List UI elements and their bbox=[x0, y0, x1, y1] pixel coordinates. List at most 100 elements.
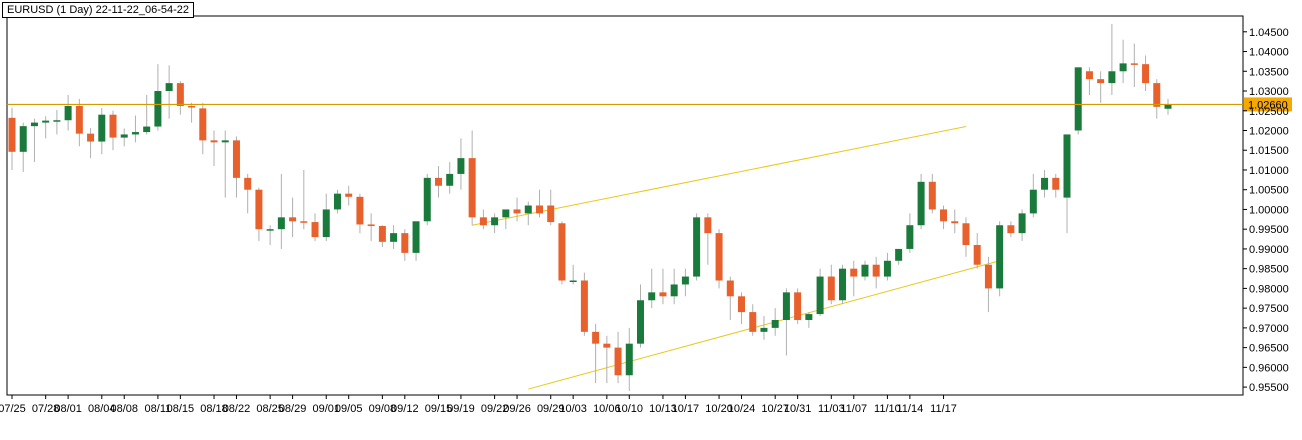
x-tick-label: 10/27 bbox=[761, 403, 789, 415]
candle-body bbox=[569, 280, 577, 283]
y-tick-label: 0.96500 bbox=[1249, 343, 1289, 355]
candle-body bbox=[434, 177, 442, 186]
x-tick-label: 10/31 bbox=[784, 403, 812, 415]
x-tick-label: 10/13 bbox=[649, 403, 677, 415]
candle-body bbox=[188, 106, 196, 108]
candle-body bbox=[984, 264, 992, 289]
plot-frame bbox=[6, 15, 1244, 396]
y-tick-label: 1.03500 bbox=[1249, 66, 1289, 78]
candle-body bbox=[356, 196, 364, 225]
x-tick-label: 11/07 bbox=[840, 403, 867, 415]
candle-body bbox=[1164, 104, 1172, 109]
candles bbox=[8, 23, 1172, 392]
y-tick-label: 1.04500 bbox=[1249, 27, 1289, 39]
candle-body bbox=[940, 209, 948, 222]
candle-body bbox=[1063, 134, 1071, 198]
x-tick-label: 08/01 bbox=[54, 403, 82, 415]
candle-body bbox=[1018, 213, 1026, 234]
candle-body bbox=[311, 222, 319, 238]
candle-body bbox=[322, 209, 330, 238]
candle-body bbox=[917, 181, 925, 226]
candle-body bbox=[558, 223, 566, 281]
candle-body bbox=[176, 83, 184, 107]
candle-body bbox=[1085, 71, 1093, 80]
candle-body bbox=[1074, 67, 1082, 131]
candle-body bbox=[906, 225, 914, 249]
candle-body bbox=[782, 292, 790, 320]
x-tick-label: 08/25 bbox=[256, 403, 284, 415]
chart-title: EURUSD (1 Day) 22-11-22_06-54-22 bbox=[2, 2, 194, 18]
candle-body bbox=[580, 280, 588, 332]
x-tick-label: 09/05 bbox=[335, 403, 363, 415]
price-label-bg bbox=[1244, 97, 1292, 112]
candle-body bbox=[143, 126, 151, 133]
candle-body bbox=[738, 296, 746, 313]
candle-body bbox=[165, 83, 173, 92]
x-tick-label: 09/12 bbox=[391, 403, 419, 415]
candle-body bbox=[1142, 64, 1150, 84]
candle-body bbox=[75, 106, 83, 134]
candle-body bbox=[962, 223, 970, 245]
candle-body bbox=[42, 120, 50, 123]
candle-body bbox=[154, 91, 162, 127]
x-tick-label: 08/11 bbox=[145, 403, 172, 415]
candle-body bbox=[502, 209, 510, 218]
y-tick-label: 0.97000 bbox=[1249, 323, 1289, 335]
candle-body bbox=[277, 217, 285, 230]
candle-body bbox=[637, 300, 645, 344]
candle-body bbox=[726, 280, 734, 297]
candle-body bbox=[412, 221, 420, 253]
candle-body bbox=[1153, 83, 1161, 107]
candle-body bbox=[266, 229, 274, 231]
candle-body bbox=[479, 217, 487, 226]
candle-body bbox=[693, 217, 701, 277]
candle-body bbox=[210, 140, 218, 143]
candle-body bbox=[547, 205, 555, 223]
x-tick-label: 11/17 bbox=[930, 403, 957, 415]
candle-body bbox=[244, 177, 252, 190]
candle-body bbox=[1052, 177, 1060, 190]
candle-body bbox=[131, 132, 139, 135]
y-tick-label: 0.99500 bbox=[1249, 224, 1289, 236]
x-tick-label: 08/22 bbox=[223, 403, 251, 415]
candle-body bbox=[951, 221, 959, 224]
x-tick-label: 10/20 bbox=[705, 403, 733, 415]
x-tick-label: 09/15 bbox=[425, 403, 453, 415]
candle-body bbox=[199, 108, 207, 141]
candle-body bbox=[603, 343, 611, 348]
candle-body bbox=[255, 189, 263, 230]
y-tick-label: 0.95500 bbox=[1249, 382, 1289, 394]
candle-body bbox=[749, 312, 757, 332]
x-tick-label: 08/08 bbox=[110, 403, 138, 415]
candle-body bbox=[805, 314, 813, 320]
candle-body bbox=[1041, 177, 1049, 190]
candle-body bbox=[345, 193, 353, 197]
candle-body bbox=[681, 276, 689, 285]
candle-body bbox=[839, 268, 847, 301]
candle-body bbox=[289, 217, 297, 222]
current-price-label: 1.02660 bbox=[1248, 99, 1288, 111]
candle-body bbox=[1007, 225, 1015, 234]
candle-body bbox=[1029, 189, 1037, 214]
candle-body bbox=[535, 205, 543, 214]
y-tick-label: 1.01500 bbox=[1249, 145, 1289, 157]
y-tick-label: 0.98500 bbox=[1249, 264, 1289, 276]
y-tick-label: 1.00500 bbox=[1249, 185, 1289, 197]
candle-body bbox=[378, 226, 386, 242]
candle-body bbox=[861, 264, 869, 277]
y-tick-label: 0.97500 bbox=[1249, 303, 1289, 315]
candle-body bbox=[98, 114, 106, 142]
candle-body bbox=[850, 268, 858, 277]
y-tick-label: 1.00000 bbox=[1249, 204, 1289, 216]
x-tick-label: 07/28 bbox=[32, 403, 60, 415]
candle-body bbox=[771, 319, 779, 328]
candle-body bbox=[973, 244, 981, 265]
candle-body bbox=[1119, 63, 1127, 72]
candle-body bbox=[592, 331, 600, 344]
candle-body bbox=[872, 264, 880, 277]
x-tick-label: 10/17 bbox=[672, 403, 700, 415]
x-tick-label: 11/14 bbox=[897, 403, 924, 415]
x-tick-label: 08/18 bbox=[200, 403, 228, 415]
